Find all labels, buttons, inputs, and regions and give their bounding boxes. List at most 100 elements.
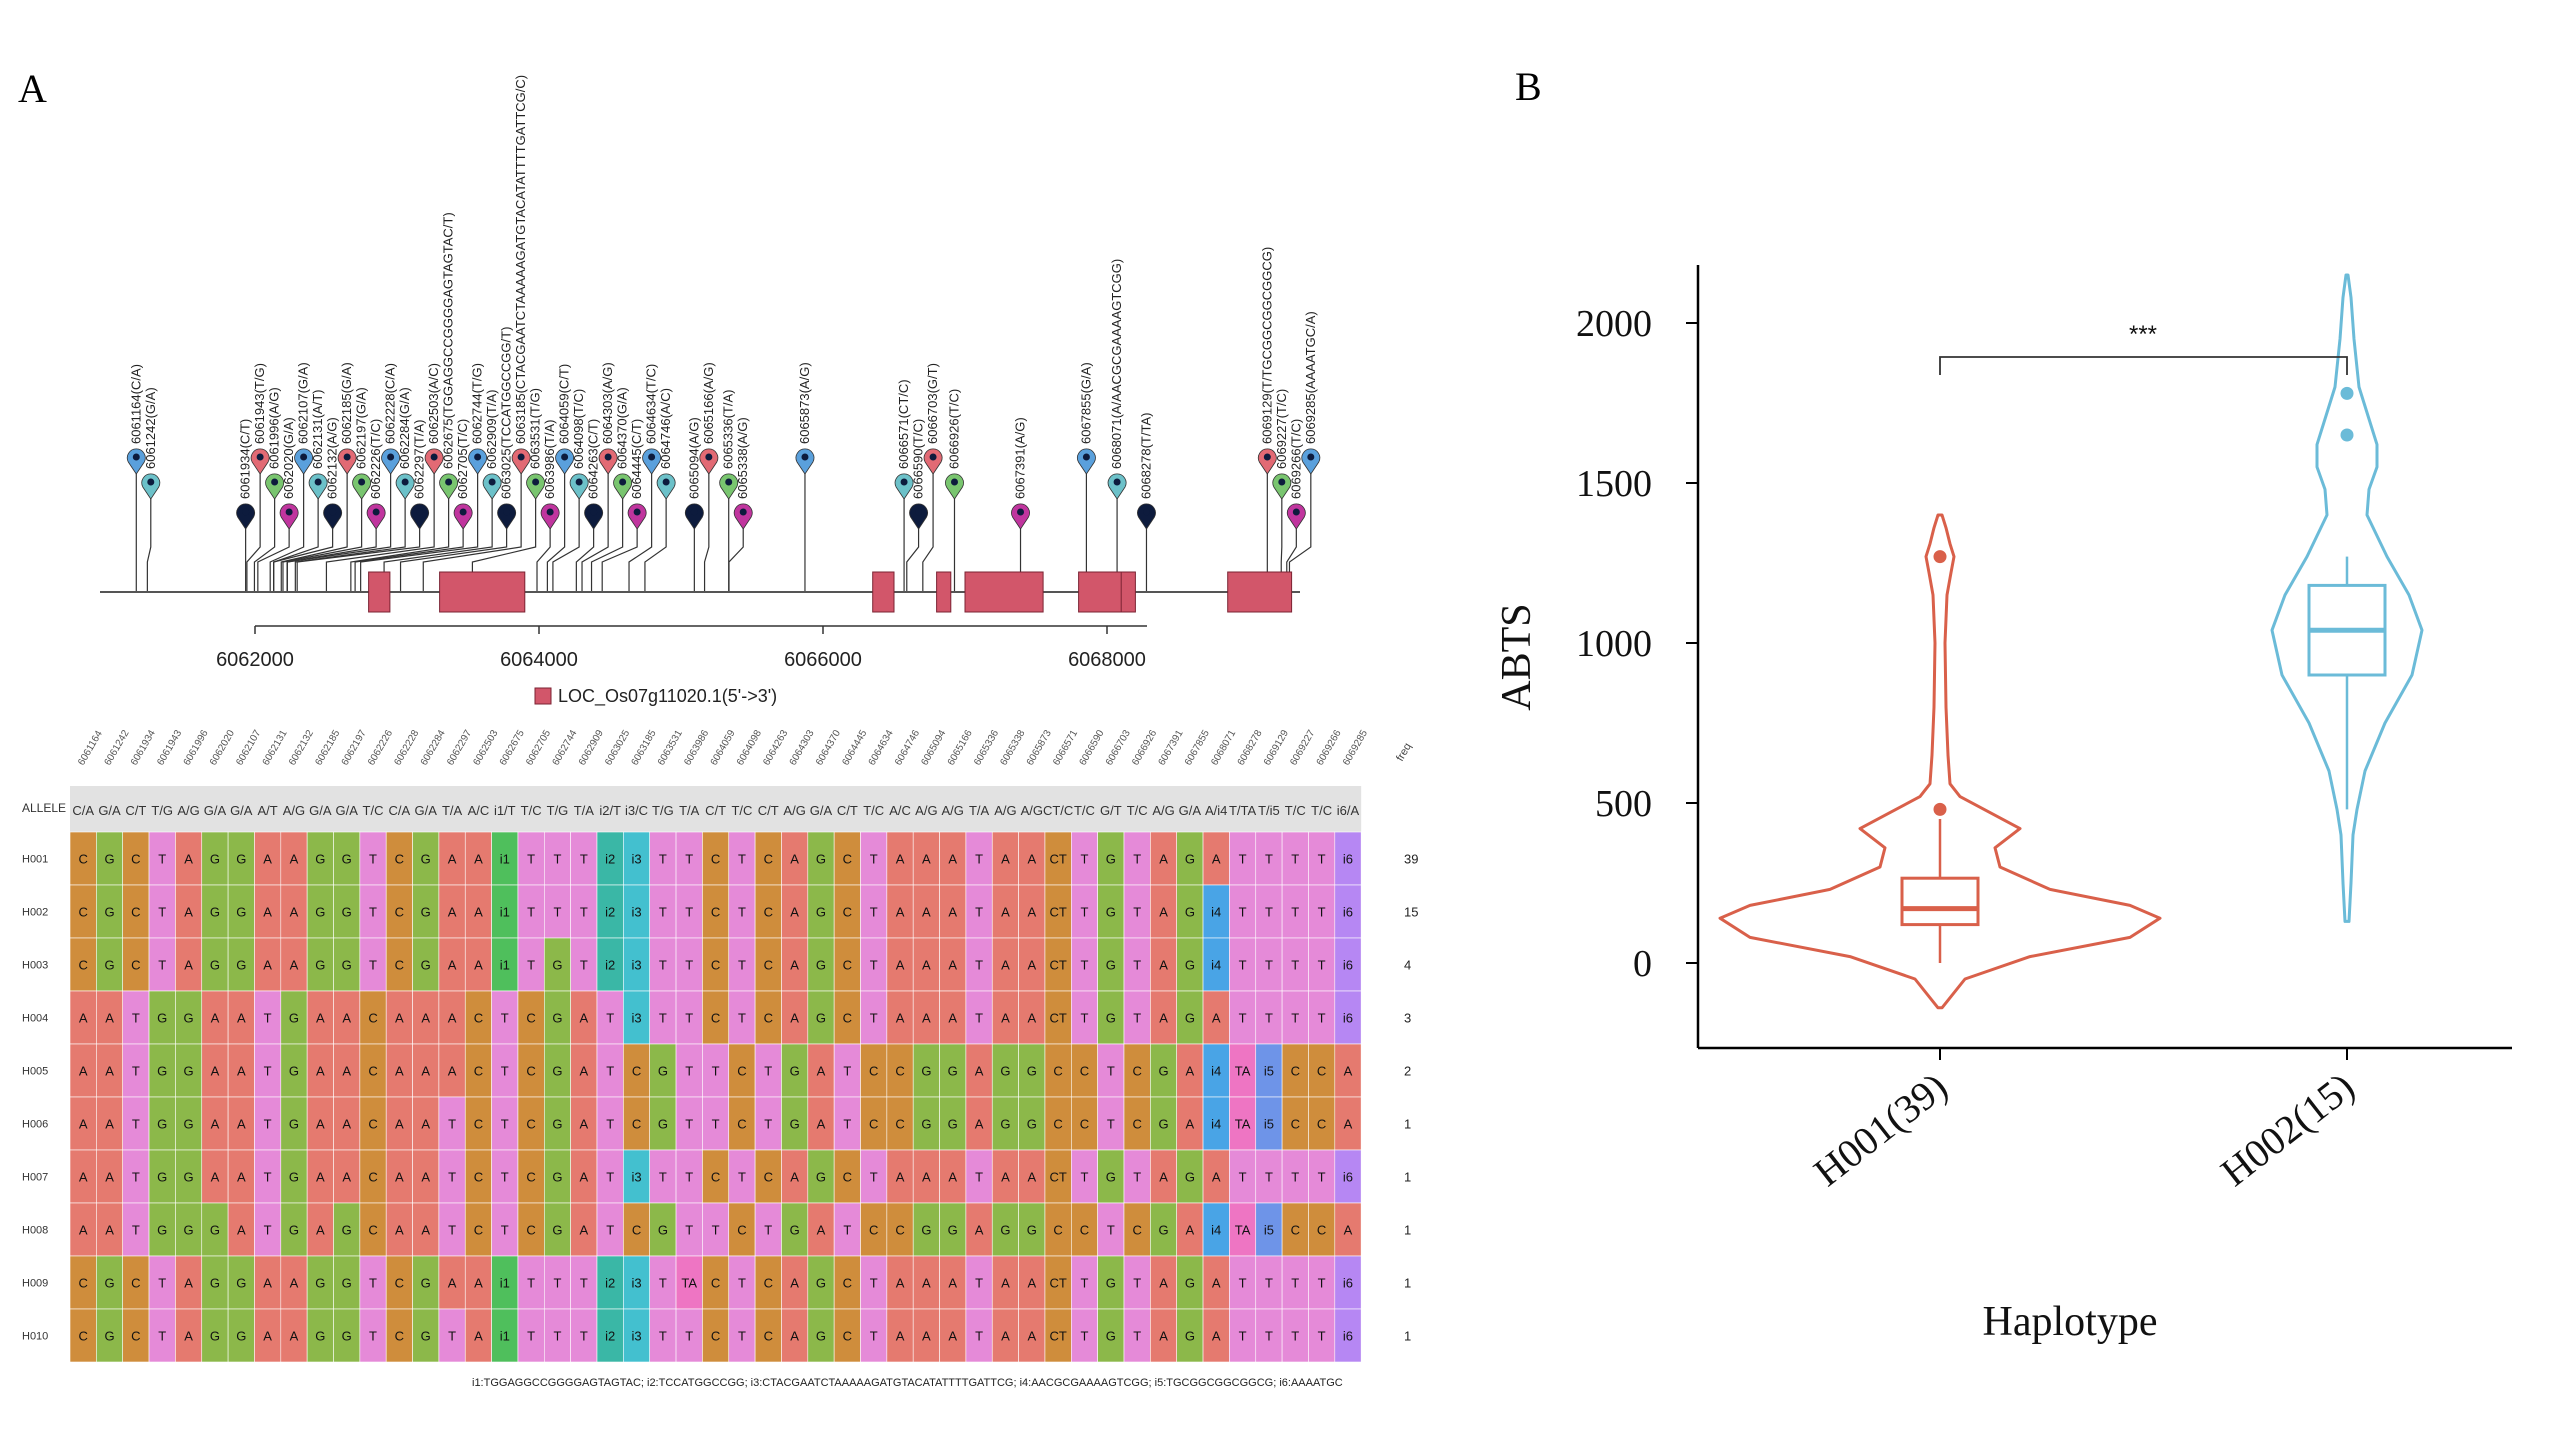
haplotype-cell-text: T [369, 1276, 377, 1291]
haplotype-row-label: H006 [22, 1119, 48, 1131]
haplotype-cell-text: G [552, 1117, 562, 1132]
variant-marker [323, 503, 343, 530]
haplotype-cell-text: G [342, 905, 352, 920]
haplotype-cell [227, 831, 255, 886]
haplotype-cell-text: A [184, 1276, 193, 1291]
haplotype-cell [1123, 1149, 1151, 1204]
haplotype-cell [543, 1096, 571, 1151]
haplotype-row-label: H010 [22, 1331, 48, 1343]
haplotype-cell-text: CT [1049, 958, 1066, 973]
haplotype-cell-text: T [870, 1329, 878, 1344]
variant-label: 6065336(T/A) [721, 390, 736, 470]
haplotype-cell-text: G [289, 1117, 299, 1132]
allele-cell: G/A [204, 803, 227, 818]
variant-label: 6063025(TCCATGGCCGG/T) [499, 327, 514, 499]
haplotype-cell-text: CT [1049, 852, 1066, 867]
haplotype-cell-text: A [1186, 1223, 1195, 1238]
variant-marker [584, 503, 604, 530]
haplotype-cell-text: A [1001, 905, 1010, 920]
haplotype-cell-text: A [474, 1276, 483, 1291]
haplotype-cell [438, 884, 466, 939]
haplotype-cell [833, 1096, 861, 1151]
haplotype-cell-text: C [131, 905, 140, 920]
haplotype-cell [649, 937, 677, 992]
haplotype-cell [1308, 831, 1336, 886]
haplotype-cell-text: C [843, 958, 852, 973]
haplotype-cell-text: G [1158, 1064, 1168, 1079]
haplotype-cell-text: T [1133, 1170, 1141, 1185]
haplotype-cell-text: T [738, 1276, 746, 1291]
haplotype-cell-text: A [1159, 958, 1168, 973]
haplotype-cell-text: CT [1049, 1011, 1066, 1026]
haplotype-cell [675, 937, 703, 992]
haplotype-cell [306, 1149, 334, 1204]
haplotype-cell-text: A [421, 1117, 430, 1132]
haplotype-cell [754, 831, 782, 886]
allele-cell: T/C [863, 803, 884, 818]
haplotype-cell-text: G [184, 1064, 194, 1079]
haplotype-cell [886, 937, 914, 992]
haplotype-cell-text: C [632, 1117, 641, 1132]
haplotype-cell [438, 1255, 466, 1310]
haplotype-cell-text: T [132, 1223, 140, 1238]
variant-marker [1257, 448, 1277, 475]
haplotype-cell [1281, 1255, 1309, 1310]
haplotype-cell [1281, 1308, 1309, 1363]
haplotype-cell-text: T [659, 905, 667, 920]
haplotype-table: 6061164606124260619346061943606199660620… [22, 728, 1418, 1389]
significance-stars: *** [2129, 321, 2157, 348]
haplotype-cell-text: T [870, 1276, 878, 1291]
variant-label: 6061943(T/G) [252, 363, 267, 444]
variant-label: 6062744(T/G) [470, 363, 485, 444]
haplotype-cell-text: G [342, 1276, 352, 1291]
haplotype-cell-text: G [790, 1064, 800, 1079]
haplotype-cell-text: G [1106, 1011, 1116, 1026]
x-tick-label: H002(15) [2212, 1064, 2362, 1195]
haplotype-cell-text: T [1291, 1170, 1299, 1185]
haplotype-cell-text: i6 [1343, 1170, 1353, 1185]
haplotype-cell-text: T [580, 852, 588, 867]
haplotype-cell-text: A [790, 1276, 799, 1291]
variant-marker [424, 448, 444, 475]
haplotype-cell [69, 884, 97, 939]
haplotype-cell [1018, 1308, 1046, 1363]
haplotype-cell-text: G [421, 1276, 431, 1291]
haplotype-cell [96, 937, 123, 992]
haplotype-cell-text: T [553, 905, 561, 920]
haplotype-cell-text: A [790, 905, 799, 920]
haplotype-cell-text: A [1159, 1170, 1168, 1185]
haplotype-cell-text: A [79, 1223, 88, 1238]
haplotype-cell-text: A [79, 1064, 88, 1079]
variant-connector [146, 497, 152, 592]
haplotype-cell [754, 1096, 782, 1151]
haplotype-cell-text: A [948, 852, 957, 867]
haplotype-cell [781, 937, 809, 992]
haplotype-cell [965, 1149, 993, 1204]
haplotype-cell-text: G [236, 1276, 246, 1291]
haplotype-cell [781, 1308, 809, 1363]
insertion-footnote: i1:TGGAGGCCGGGGAGTAGTAC; i2:TCCATGGCCGG;… [472, 1377, 1343, 1389]
haplotype-cell [1176, 1202, 1204, 1257]
haplotype-cell-text: i6 [1343, 958, 1353, 973]
haplotype-cell-text: C [1080, 1117, 1089, 1132]
haplotype-cell [1229, 990, 1257, 1045]
variant-marker [1011, 503, 1030, 530]
column-header: 6068278 [1236, 728, 1265, 768]
haplotype-cell-text: G [421, 1329, 431, 1344]
haplotype-cell [833, 937, 861, 992]
haplotype-cell-text: A [184, 852, 193, 867]
haplotype-cell-text: C [395, 905, 404, 920]
haplotype-cell-text: C [395, 852, 404, 867]
haplotype-cell [912, 1255, 940, 1310]
haplotype-cell [69, 1308, 97, 1363]
haplotype-cell [596, 1149, 624, 1204]
allele-cell: G/A [98, 803, 121, 818]
haplotype-cell-text: T [659, 1276, 667, 1291]
variant-connector [906, 527, 920, 592]
variant-marker [627, 503, 647, 530]
haplotype-cell-text: A [790, 1170, 799, 1185]
haplotype-cell-text: T [132, 1170, 140, 1185]
haplotype-cell-text: C [526, 1170, 535, 1185]
haplotype-freq: 3 [1404, 1011, 1411, 1026]
haplotype-cell-text: A [448, 1011, 457, 1026]
